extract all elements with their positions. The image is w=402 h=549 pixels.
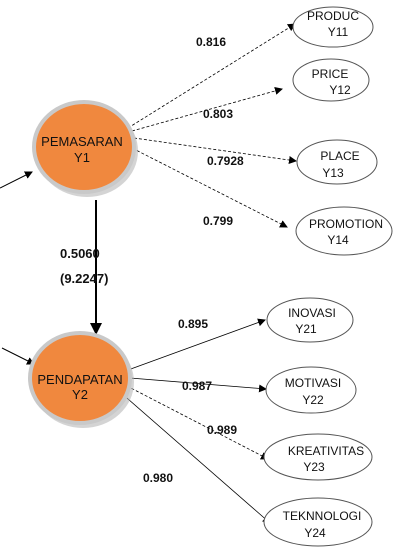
indicator-promotion-code: Y14: [327, 233, 349, 247]
indicator-place: PLACE Y13: [296, 139, 378, 185]
indicator-place-label: PLACE: [320, 149, 359, 163]
indicator-produc-code: Y11: [328, 25, 349, 39]
loading-arrow-produc: [127, 23, 296, 129]
latent-pendapatan-label: PENDAPATAN: [37, 372, 122, 387]
indicator-price-code: Y12: [329, 83, 351, 97]
indicator-teknnologi-code: Y24: [304, 526, 326, 540]
loading-place: 0.7928: [207, 154, 244, 168]
loading-price: 0.803: [203, 107, 233, 121]
loading-arrow-teknnologi: [119, 391, 271, 524]
indicator-teknnologi: TEKNNOLOGI Y24: [263, 497, 373, 547]
indicator-inovasi-label: INOVASI: [288, 306, 336, 320]
latent-pemasaran: PEMASARAN Y1: [32, 100, 138, 197]
indicator-produc-label: PRODUC: [307, 9, 359, 23]
loading-kreativitas: 0.989: [207, 423, 237, 437]
indicator-kreativitas-code: Y23: [303, 460, 325, 474]
loading-promotion: 0.799: [203, 214, 233, 228]
loading-teknnologi: 0.980: [143, 471, 173, 485]
incoming-arrow-pemasaran: [0, 171, 33, 189]
indicator-promotion: PROMOTION Y14: [295, 206, 393, 256]
indicator-kreativitas-label: KREATIVITAS: [288, 444, 364, 458]
loading-produc: 0.816: [196, 35, 226, 49]
path-coefficient: 0.5060: [60, 246, 100, 261]
indicator-kreativitas: KREATIVITAS Y23: [263, 433, 373, 481]
loading-arrow-inovasi: [127, 318, 266, 371]
loading-inovasi: 0.895: [178, 317, 208, 331]
latent-pemasaran-label: PEMASARAN: [41, 134, 123, 149]
indicator-place-code: Y13: [322, 166, 344, 180]
indicator-motivasi-label: MOTIVASI: [285, 376, 341, 390]
loading-arrow-kreativitas: [126, 385, 269, 460]
indicator-price-label: PRICE: [312, 67, 349, 81]
loading-arrow-place: [133, 137, 297, 164]
indicator-inovasi: INOVASI Y21: [266, 297, 354, 343]
latent-pemasaran-code: Y1: [74, 150, 90, 165]
latent-pendapatan-code: Y2: [72, 387, 88, 402]
indicator-inovasi-code: Y21: [295, 322, 317, 336]
loading-arrow-motivasi: [129, 377, 267, 393]
indicator-produc: PRODUC Y11: [292, 6, 374, 48]
loading-arrow-price: [131, 87, 283, 132]
indicator-promotion-label: PROMOTION: [309, 217, 383, 231]
indicator-motivasi: MOTIVASI Y22: [265, 366, 357, 414]
latent-pendapatan: PENDAPATAN Y2: [28, 331, 134, 428]
incoming-arrow-pendapatan: [1, 347, 35, 365]
indicator-teknnologi-label: TEKNNOLOGI: [283, 509, 362, 523]
loading-motivasi: 0.987: [182, 379, 212, 393]
path-t-value: (9.2247): [60, 271, 108, 286]
indicator-price: PRICE Y12: [292, 58, 370, 102]
indicator-motivasi-code: Y22: [302, 393, 324, 407]
